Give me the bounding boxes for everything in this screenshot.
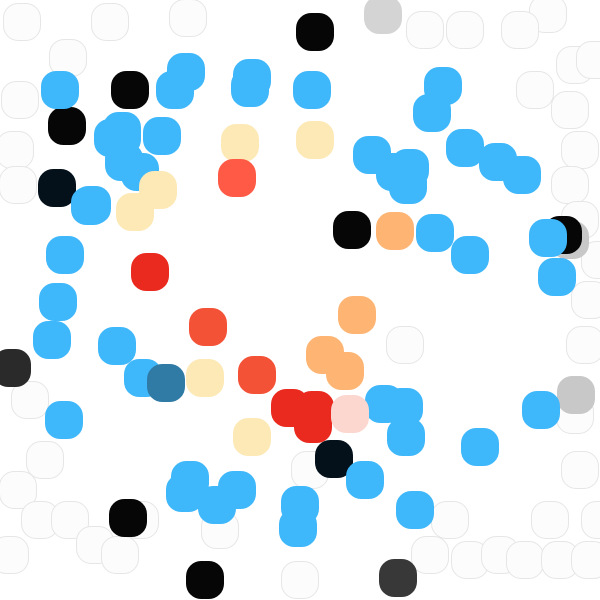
dot-black [296, 13, 334, 51]
dot-sky [522, 391, 560, 429]
dot-ghost [561, 131, 599, 169]
dot-ghost [501, 11, 539, 49]
dot-tomato [238, 356, 276, 394]
dot-pale-pink [331, 395, 369, 433]
dot-peach [338, 296, 376, 334]
dot-ghost [576, 41, 600, 79]
dot-charcoal [0, 349, 31, 387]
dot-cream [186, 359, 224, 397]
dot-ghost [3, 3, 41, 41]
dot-ghost [101, 536, 139, 574]
dot-sky [391, 149, 429, 187]
dot-sky [231, 69, 269, 107]
dot-ghost [386, 326, 424, 364]
dot-ghost [531, 501, 569, 539]
dot-red [294, 405, 332, 443]
dot-sky [33, 321, 71, 359]
dot-cream [116, 193, 154, 231]
dot-ghost [411, 536, 449, 574]
dot-sky [103, 112, 141, 150]
dot-ghost [0, 166, 37, 204]
dot-sky [446, 129, 484, 167]
dot-ghost [571, 281, 600, 319]
dot-black [109, 499, 147, 537]
dot-black [48, 107, 86, 145]
dot-dark-gray [379, 559, 417, 597]
dot-sky [529, 219, 567, 257]
dot-steel [147, 364, 185, 402]
dot-ghost [0, 536, 29, 574]
dot-ghost [516, 71, 554, 109]
dot-sky [416, 214, 454, 252]
dot-sky [41, 71, 79, 109]
dot-ghost [581, 501, 600, 539]
dot-ghost [431, 501, 469, 539]
dot-peach [376, 212, 414, 250]
dot-sky [279, 509, 317, 547]
dot-red [131, 253, 169, 291]
dot-ghost [49, 39, 87, 77]
dot-peach [326, 352, 364, 390]
dot-ghost [551, 91, 589, 129]
dot-sky [98, 327, 136, 365]
dot-sky [538, 258, 576, 296]
dot-ghost [1, 81, 39, 119]
dot-sky [461, 428, 499, 466]
dot-light-gray [364, 0, 402, 34]
dot-sky [156, 71, 194, 109]
dot-cream [221, 124, 259, 162]
dot-black [186, 561, 224, 599]
dot-sky [46, 236, 84, 274]
dot-ghost [11, 381, 49, 419]
dot-ghost [566, 326, 600, 364]
dot-sky [45, 401, 83, 439]
dot-sky [71, 187, 109, 225]
dot-ghost [281, 561, 319, 599]
dot-ghost [169, 0, 207, 37]
dot-sky [503, 156, 541, 194]
dot-ghost [26, 441, 64, 479]
dot-sky [143, 117, 181, 155]
dot-ghost [91, 3, 129, 41]
dot-ghost [551, 166, 589, 204]
dot-ghost [571, 541, 600, 579]
dot-cream [296, 121, 334, 159]
dot-sky [346, 461, 384, 499]
dot-tomato [189, 308, 227, 346]
dot-sky [218, 471, 256, 509]
dot-cream [233, 418, 271, 456]
dot-sky [451, 236, 489, 274]
dot-sky [387, 418, 425, 456]
dot-gray [557, 376, 595, 414]
dot-navy [38, 169, 76, 207]
dot-ghost [446, 11, 484, 49]
dot-sky [39, 283, 77, 321]
dot-sky [293, 71, 331, 109]
dot-sky [166, 474, 204, 512]
dot-ghost [406, 11, 444, 49]
dot-black [111, 71, 149, 109]
dot-sky [396, 491, 434, 529]
dot-ghost [506, 541, 544, 579]
dot-sky [413, 94, 451, 132]
dot-black [333, 211, 371, 249]
dot-coral [218, 159, 256, 197]
dot-ghost [0, 131, 34, 169]
dot-ghost [561, 451, 599, 489]
